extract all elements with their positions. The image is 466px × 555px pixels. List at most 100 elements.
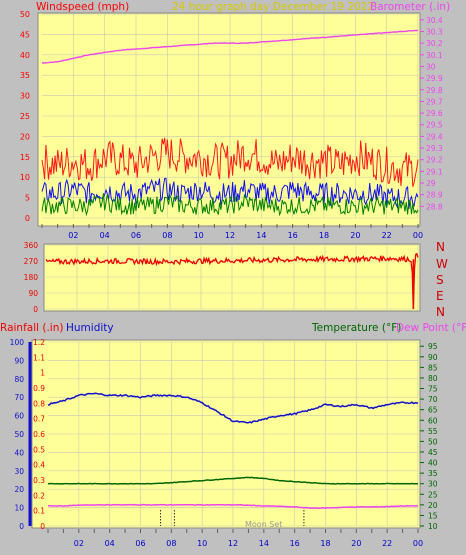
- temp-tick-label: 75: [428, 385, 438, 394]
- time-tick-label: 12: [228, 539, 238, 548]
- wind-tick-label: 15: [20, 153, 30, 162]
- direction-line: [45, 252, 419, 310]
- temp-tick-label: 70: [428, 395, 438, 404]
- time-tick-label: 22: [382, 231, 392, 240]
- humidity-tick-label: 70: [14, 393, 24, 402]
- baro-tick-label: 29.8: [426, 86, 443, 95]
- time-tick-label: 14: [259, 539, 269, 548]
- baro-tick-label: 30: [426, 62, 436, 71]
- time-tick-label: 00: [413, 231, 423, 240]
- low-wind-line: [41, 193, 419, 217]
- direction-label-e: E: [436, 289, 444, 303]
- time-tick-label: 16: [290, 539, 300, 548]
- dewpoint-line: [47, 503, 419, 510]
- humidity-grid: [47, 341, 424, 533]
- direction-tick-label: 0: [33, 305, 38, 314]
- temp-tick-label: 95: [428, 342, 438, 351]
- wind-tick-label: 45: [20, 30, 30, 39]
- temp-tick-label: 25: [428, 490, 438, 499]
- baro-tick-label: 29.5: [426, 121, 443, 130]
- direction-label-n-bottom: N: [436, 305, 445, 319]
- time-tick-label: 18: [320, 539, 330, 548]
- time-tick-label: 18: [319, 231, 329, 240]
- time-tick-label: 06: [135, 539, 145, 548]
- direction-label-s: S: [436, 273, 444, 287]
- time-tick-label: 10: [194, 231, 204, 240]
- rain-tick-label: 0.1: [33, 507, 45, 516]
- baro-tick-label: 29.6: [426, 109, 443, 118]
- temp-tick-label: 40: [428, 459, 438, 468]
- baro-tick-label: 29.7: [426, 97, 443, 106]
- graph-title: 24 hour graph day December 19 2022: [172, 1, 374, 13]
- humidity-tick-label: 0: [19, 522, 24, 531]
- time-tick-label: 04: [100, 231, 110, 240]
- wind-tick-label: 5: [25, 194, 30, 203]
- temp-tick-label: 30: [428, 480, 438, 489]
- temp-tick-label: 10: [428, 522, 438, 531]
- time-tick-label: 02: [74, 539, 84, 548]
- humidity-tick-label: 50: [14, 430, 24, 439]
- humidity-tick-label: 20: [14, 485, 24, 494]
- baro-tick-label: 30.3: [426, 27, 443, 36]
- gust-line: [41, 137, 419, 188]
- humidity-axis-title: Humidity: [66, 322, 114, 334]
- temp-tick-label: 55: [428, 427, 438, 436]
- direction-label-n-top: N: [436, 240, 445, 254]
- time-tick-label: 04: [105, 539, 115, 548]
- rain-tick-label: 0.4: [33, 461, 45, 470]
- chart-marks: 0510152025303540455028.828.92929.129.229…: [10, 10, 443, 548]
- humidity-tick-label: 40: [14, 448, 24, 457]
- baro-tick-label: 29.2: [426, 156, 443, 165]
- temp-tick-label: 35: [428, 469, 438, 478]
- barometer-line: [41, 29, 419, 64]
- time-tick-label: 14: [256, 231, 266, 240]
- direction-tick-label: 270: [24, 257, 39, 266]
- temp-tick-label: 50: [428, 437, 438, 446]
- temp-tick-label: 15: [428, 511, 438, 520]
- direction-tick-label: 90: [28, 289, 38, 298]
- wind-tick-label: 40: [20, 51, 30, 60]
- rain-tick-label: 0.8: [33, 399, 45, 408]
- time-tick-label: 20: [350, 231, 360, 240]
- baro-tick-label: 30.4: [426, 16, 443, 25]
- time-tick-label: 02: [68, 231, 78, 240]
- direction-label-w: W: [436, 257, 448, 271]
- temp-tick-label: 80: [428, 374, 438, 383]
- dewpoint-axis-title: Dew Point (°F): [396, 322, 466, 334]
- rain-tick-label: 0.9: [33, 384, 45, 393]
- wind-tick-label: 35: [20, 71, 30, 80]
- barometer-axis-title: Barometer (.in): [370, 1, 450, 13]
- time-tick-label: 08: [162, 231, 172, 240]
- time-tick-label: 16: [288, 231, 298, 240]
- rain-tick-label: 0.5: [33, 445, 45, 454]
- humidity-tick-label: 10: [14, 504, 24, 513]
- baro-tick-label: 30.1: [426, 51, 443, 60]
- rain-tick-label: 0.7: [33, 415, 45, 424]
- rain-tick-label: 0.2: [33, 491, 45, 500]
- rain-tick-label: 0.6: [33, 430, 45, 439]
- temperature-line: [47, 476, 418, 485]
- rain-tick-label: 1.2: [33, 338, 45, 347]
- baro-tick-label: 29.4: [426, 132, 443, 141]
- wind-tick-label: 0: [25, 214, 30, 223]
- temp-tick-label: 85: [428, 363, 438, 372]
- rainfall-axis-title: Rainfall (.in): [0, 322, 63, 334]
- temp-tick-label: 60: [428, 416, 438, 425]
- baro-tick-label: 28.8: [426, 202, 443, 211]
- humidity-line: [47, 392, 419, 424]
- humidity-tick-label: 100: [10, 338, 25, 347]
- temp-tick-label: 45: [428, 448, 438, 457]
- direction-tick-label: 360: [24, 241, 39, 250]
- baro-tick-label: 29: [426, 179, 436, 188]
- time-tick-label: 12: [225, 231, 235, 240]
- wind-tick-label: 20: [20, 132, 30, 141]
- wind-tick-label: 25: [20, 112, 30, 121]
- rain-tick-label: 1: [40, 369, 45, 378]
- baro-tick-label: 28.9: [426, 191, 443, 200]
- baro-tick-label: 29.1: [426, 167, 443, 176]
- temperature-axis-title: Temperature (°F): [311, 322, 401, 334]
- baro-tick-label: 30.2: [426, 39, 443, 48]
- rain-tick-label: 1.1: [33, 353, 45, 362]
- time-tick-label: 10: [197, 539, 207, 548]
